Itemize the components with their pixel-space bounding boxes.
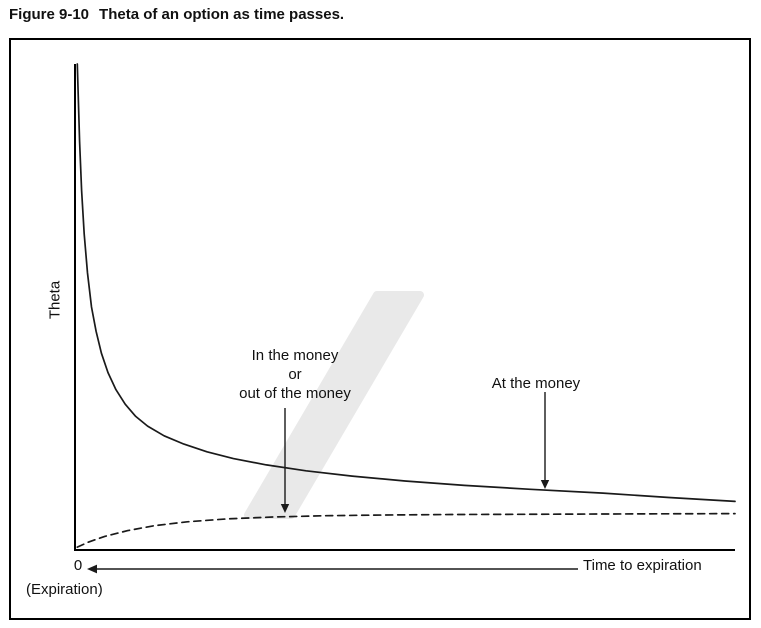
figure-label: Figure 9-10 — [9, 6, 90, 23]
x-axis-label: Time to expiration — [583, 557, 702, 574]
itm-arrowhead — [280, 504, 290, 513]
origin-label: 0 — [73, 557, 83, 574]
atm-arrowhead — [540, 480, 550, 489]
expiration-label: (Expiration) — [26, 581, 103, 598]
curve-itm-otm — [76, 512, 736, 548]
itm-annotation-arrow — [280, 408, 290, 513]
time-arrowhead — [87, 564, 97, 574]
figure-title: Figure 9-10 Theta of an option as time pa… — [9, 6, 344, 23]
itm-otm-annotation: In the money or out of the money — [239, 347, 351, 402]
watermark-slash — [244, 291, 424, 519]
atm-annotation: At the money — [491, 375, 581, 392]
time-axis-arrow — [87, 564, 578, 574]
y-axis-label: Theta — [46, 280, 64, 320]
plot-svg — [74, 63, 736, 574]
chart-frame: Theta In the money or out of the money A… — [9, 38, 751, 620]
atm-annotation-arrow — [540, 392, 550, 489]
figure-caption: Theta of an option as time passes. — [99, 6, 345, 23]
curve-at-the-money — [76, 63, 736, 503]
